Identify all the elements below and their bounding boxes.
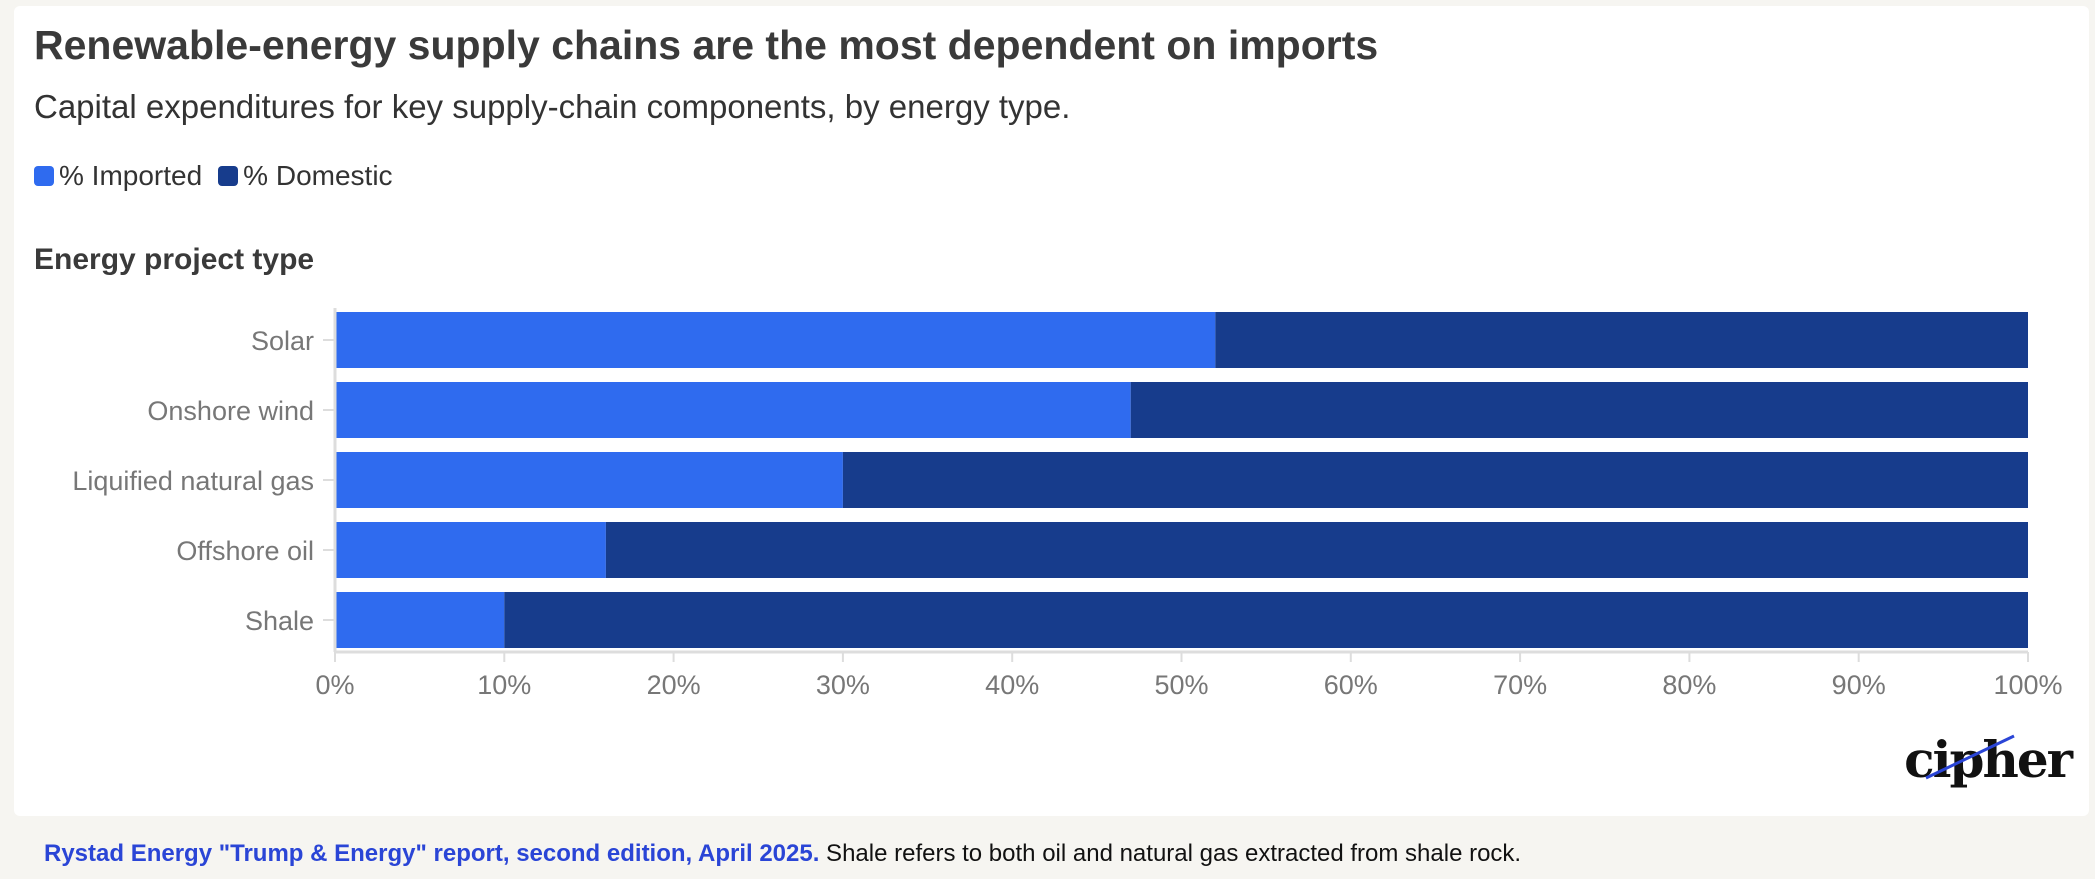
footnote-text: Shale refers to both oil and natural gas… xyxy=(819,840,1522,867)
x-tick-label: 0% xyxy=(315,670,354,700)
x-tick-label: 10% xyxy=(477,670,531,700)
category-label-offshore-oil: Offshore oil xyxy=(176,536,314,566)
bar-shale-imported xyxy=(335,592,505,648)
footer-note: Rystad Energy "Trump & Energy" report, s… xyxy=(44,840,1521,868)
category-label-onshore-wind: Onshore wind xyxy=(147,396,314,426)
category-label-liquified-natural-gas: Liquified natural gas xyxy=(72,466,314,496)
x-tick-label: 50% xyxy=(1154,670,1208,700)
x-tick-label: 30% xyxy=(816,670,870,700)
legend-label-imported: % Imported xyxy=(59,160,203,191)
cipher-logo: cipher xyxy=(1904,730,2073,789)
bar-liquified-natural-gas-domestic xyxy=(842,452,2028,508)
legend-swatch-domestic xyxy=(218,166,239,186)
x-tick-label: 20% xyxy=(647,670,701,700)
category-label-solar: Solar xyxy=(251,326,314,356)
logo-slash-icon xyxy=(1925,734,2015,780)
x-tick-label: 40% xyxy=(985,670,1039,700)
bar-shale-domestic xyxy=(504,592,2028,648)
x-tick-label: 80% xyxy=(1662,670,1716,700)
legend-item-imported: % Imported xyxy=(34,160,202,192)
legend: % Imported % Domestic xyxy=(34,160,409,192)
legend-item-domestic: % Domestic xyxy=(218,160,393,192)
legend-swatch-imported xyxy=(34,166,54,186)
chart-title: Renewable-energy supply chains are the m… xyxy=(34,22,1379,68)
x-tick-label: 60% xyxy=(1324,670,1378,700)
chart-subtitle: Capital expenditures for key supply-chai… xyxy=(34,88,1071,125)
x-tick-label: 70% xyxy=(1493,670,1547,700)
bar-offshore-oil-imported xyxy=(335,522,606,578)
bar-offshore-oil-domestic xyxy=(605,522,2028,578)
x-tick-label: 100% xyxy=(1993,670,2062,700)
x-tick-label: 90% xyxy=(1832,670,1886,700)
bar-onshore-wind-domestic xyxy=(1130,382,2028,438)
bar-onshore-wind-imported xyxy=(335,382,1131,438)
legend-label-domestic: % Domestic xyxy=(243,160,393,191)
source-citation: Rystad Energy "Trump & Energy" report, s… xyxy=(44,840,820,867)
bar-solar-imported xyxy=(335,312,1216,368)
y-axis-title: Energy project type xyxy=(34,243,315,276)
bar-solar-domestic xyxy=(1215,312,2028,368)
bar-liquified-natural-gas-imported xyxy=(335,452,843,508)
category-label-shale: Shale xyxy=(245,606,314,636)
bar-chart: Solar Onshore wind Liquified natural gas Of… xyxy=(72,308,2063,700)
